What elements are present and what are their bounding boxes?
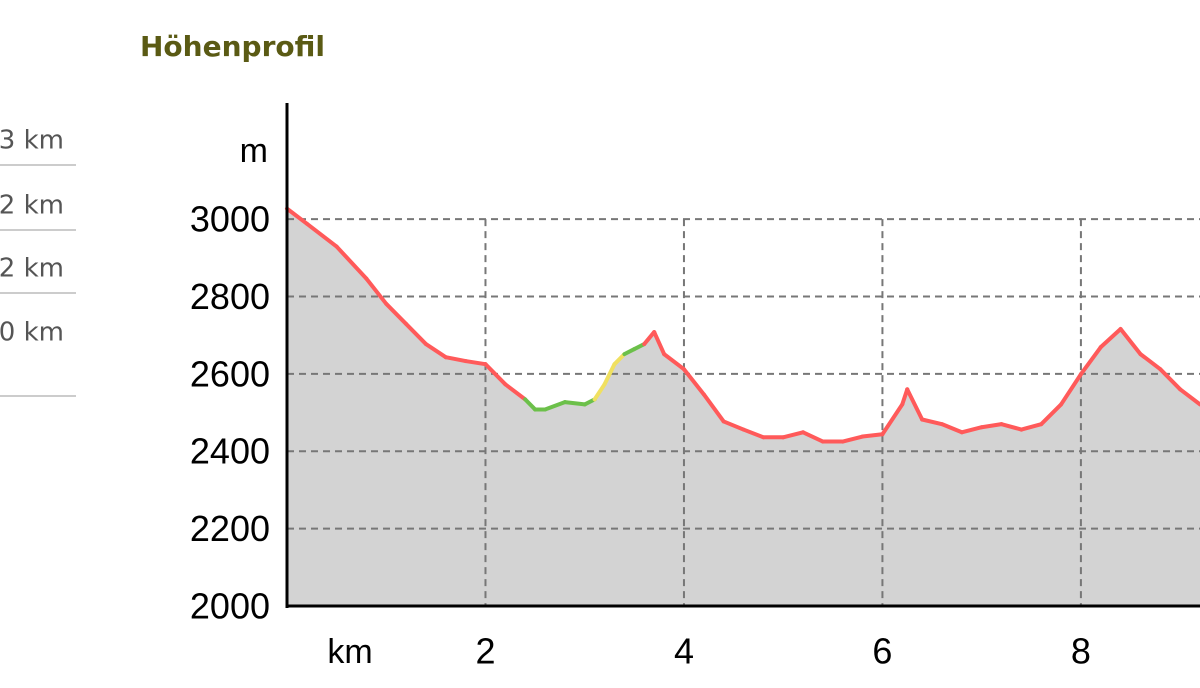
x-axis-label: km <box>327 633 372 671</box>
y-tick-label: 2200 <box>190 508 270 549</box>
profile-line <box>721 419 746 432</box>
profile-line <box>801 430 825 444</box>
profile-line <box>1078 345 1103 377</box>
x-tick-label: 2 <box>475 631 495 672</box>
x-tick-label: 4 <box>674 631 694 672</box>
profile-line <box>681 367 706 397</box>
profile-line <box>612 352 627 367</box>
profile-line <box>905 387 925 422</box>
profile-line <box>443 355 468 364</box>
profile-line <box>483 362 508 387</box>
profile-line <box>979 422 1004 430</box>
profile-line <box>642 330 657 347</box>
profile-line <box>999 422 1024 432</box>
x-tick-label: 6 <box>872 631 892 672</box>
profile-line <box>562 400 587 407</box>
profile-line <box>404 321 428 347</box>
profile-line <box>285 206 309 226</box>
profile-line <box>334 244 369 281</box>
side-item: 3 km <box>0 126 64 156</box>
profile-line <box>959 425 984 435</box>
profile-line <box>503 382 528 402</box>
profile-line <box>1178 387 1200 407</box>
profile-line <box>1039 402 1064 427</box>
profile-line <box>384 301 409 326</box>
plot: 2000 2200 2400 2600 2800 3000 2 4 6 8 <box>190 103 1200 672</box>
profile-line <box>880 402 905 437</box>
y-tick-label: 2800 <box>190 276 270 317</box>
profile-line <box>701 392 726 424</box>
profile-line <box>423 342 448 360</box>
profile-line <box>662 352 686 372</box>
side-list: 3 km 2 km 2 km 0 km <box>0 126 76 397</box>
profile-line <box>364 276 389 306</box>
profile-line <box>1098 326 1123 350</box>
profile-line <box>463 359 488 367</box>
profile-line <box>1118 326 1143 357</box>
profile-line <box>1138 352 1163 372</box>
x-tick-label: 8 <box>1071 631 1091 672</box>
profile-line <box>523 397 538 412</box>
side-item: 2 km <box>0 191 64 221</box>
profile-line <box>602 362 617 387</box>
profile-line <box>543 400 567 412</box>
profile-line <box>652 330 667 357</box>
side-item: 2 km <box>0 254 64 284</box>
profile-line <box>860 432 885 439</box>
profile-line <box>304 221 339 249</box>
profile-line <box>939 422 964 435</box>
profile-line <box>920 417 944 427</box>
y-axis-label: m <box>240 132 268 170</box>
profile-line <box>1059 372 1083 407</box>
y-tick-label: 2400 <box>190 431 270 472</box>
title: Höhenprofil <box>140 30 325 63</box>
y-tick-label: 3000 <box>190 199 270 240</box>
profile-line <box>592 382 607 402</box>
profile-line <box>741 427 766 440</box>
profile-line <box>840 434 865 444</box>
area <box>287 208 1200 606</box>
profile-line <box>1158 367 1183 392</box>
profile-line <box>1019 422 1044 432</box>
y-tick-label: 2600 <box>190 353 270 394</box>
profile-line <box>781 430 806 440</box>
side-item: 0 km <box>0 318 64 348</box>
y-tick-label: 2000 <box>190 586 270 627</box>
